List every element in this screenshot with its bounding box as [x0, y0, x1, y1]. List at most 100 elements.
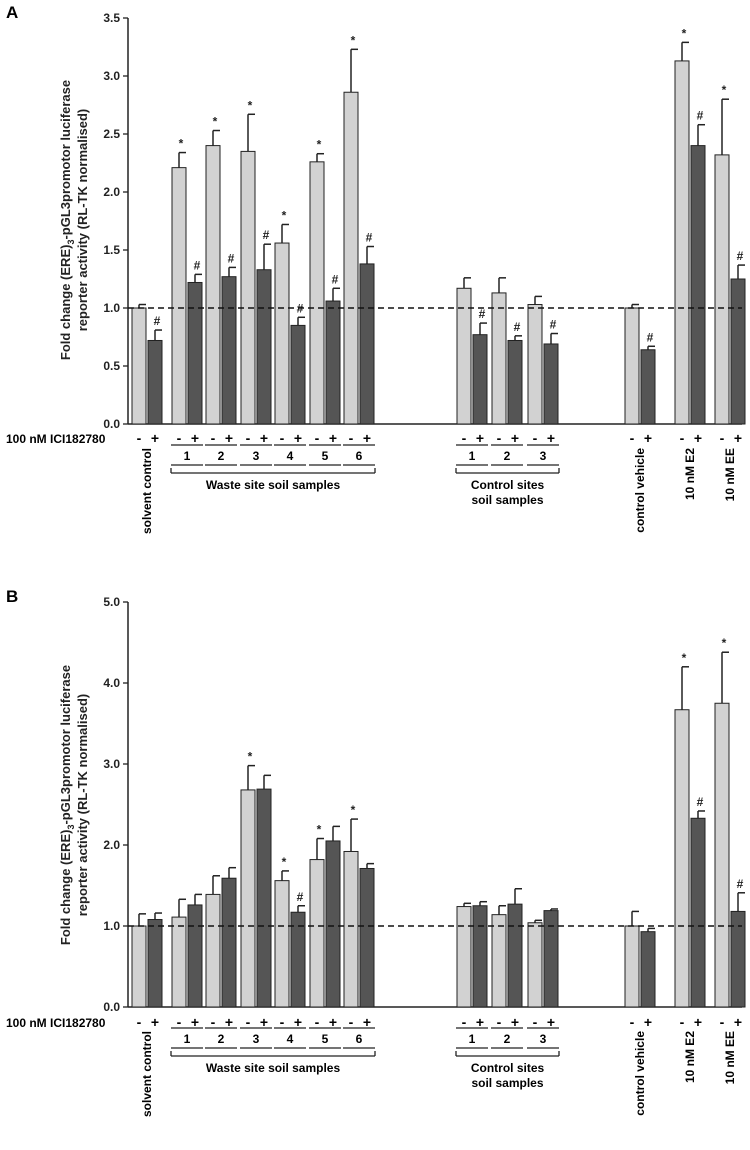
bar-plus	[730, 278, 746, 425]
minus-sign: -	[533, 430, 538, 446]
significance-mark: #	[366, 231, 373, 245]
bar-plus	[325, 840, 341, 1008]
y-axis-label-post: -pGL3promotor luciferase	[58, 80, 73, 240]
minus-sign: -	[246, 1014, 251, 1030]
minus-sign: -	[720, 1014, 725, 1030]
bar-minus	[714, 154, 730, 425]
y-tick-label: 3.0	[103, 69, 120, 83]
plus-sign: +	[694, 1014, 702, 1030]
plus-sign: +	[329, 430, 337, 446]
minus-sign: -	[246, 430, 251, 446]
minus-sign: -	[680, 430, 685, 446]
group-label-control-line-1: Control sites	[471, 1061, 545, 1075]
minus-sign: -	[315, 430, 320, 446]
panel-label: A	[6, 3, 18, 22]
bar-minus	[491, 292, 507, 425]
sample-label: 2	[218, 449, 225, 463]
minus-sign: -	[720, 430, 725, 446]
plus-sign: +	[363, 430, 371, 446]
sample-label: 2	[504, 449, 511, 463]
sample-label: 1	[469, 1032, 476, 1046]
significance-mark: *	[179, 137, 184, 151]
plus-sign: +	[191, 1014, 199, 1030]
significance-mark: #	[550, 318, 557, 332]
sample-label: 6	[356, 449, 363, 463]
significance-mark: #	[332, 272, 339, 286]
sample-label-rotated: solvent control	[140, 448, 154, 534]
significance-mark: #	[228, 251, 235, 265]
y-tick-label: 5.0	[103, 595, 120, 609]
bar-minus	[714, 702, 730, 1008]
sample-label: 1	[469, 449, 476, 463]
plus-sign: +	[511, 430, 519, 446]
minus-sign: -	[533, 1014, 538, 1030]
minus-sign: -	[462, 430, 467, 446]
significance-mark: *	[722, 636, 727, 650]
sample-label-rotated: 10 nM EE	[723, 448, 737, 501]
y-tick-label: 2.0	[103, 838, 120, 852]
significance-mark: *	[317, 823, 322, 837]
y-axis-label-line-1: Fold change (ERE)3-pGL3promotor lucifera…	[58, 80, 76, 360]
plus-sign: +	[644, 430, 652, 446]
minus-sign: -	[177, 430, 182, 446]
y-axis-label-line-2: reporter activity (RL-TK normalised)	[75, 694, 90, 917]
plus-sign: +	[260, 1014, 268, 1030]
plus-sign: +	[547, 1014, 555, 1030]
bar-plus	[147, 339, 163, 425]
minus-sign: -	[462, 1014, 467, 1030]
bar-plus	[543, 343, 559, 425]
bar-minus	[205, 145, 221, 425]
significance-mark: *	[351, 803, 356, 817]
bar-plus	[690, 817, 706, 1008]
bar-minus	[274, 242, 290, 425]
bar-plus	[147, 919, 163, 1008]
bar-plus	[640, 931, 656, 1008]
significance-mark: #	[737, 877, 744, 891]
plus-sign: +	[363, 1014, 371, 1030]
minus-sign: -	[497, 430, 502, 446]
bar-plus	[472, 905, 488, 1008]
plus-sign: +	[476, 1014, 484, 1030]
significance-mark: *	[213, 115, 218, 129]
bar-plus	[221, 276, 237, 425]
minus-sign: -	[137, 430, 142, 446]
minus-sign: -	[497, 1014, 502, 1030]
significance-mark: #	[297, 890, 304, 904]
y-tick-label: 4.0	[103, 676, 120, 690]
plus-sign: +	[511, 1014, 519, 1030]
plus-sign: +	[225, 1014, 233, 1030]
bar-minus	[171, 916, 187, 1008]
bar-minus	[624, 307, 640, 425]
minus-sign: -	[211, 430, 216, 446]
bar-minus	[343, 91, 359, 425]
bar-minus	[456, 906, 472, 1008]
bar-plus	[290, 324, 306, 425]
minus-sign: -	[349, 1014, 354, 1030]
sample-label-rotated: 10 nM EE	[723, 1031, 737, 1084]
minus-sign: -	[349, 430, 354, 446]
bar-minus	[674, 60, 690, 425]
plus-sign: +	[151, 430, 159, 446]
sample-label-rotated: solvent control	[140, 1031, 154, 1117]
sample-label: 3	[253, 1032, 260, 1046]
panel-label: B	[6, 587, 18, 606]
y-axis-label-line-2: reporter activity (RL-TK normalised)	[75, 109, 90, 332]
plus-sign: +	[734, 430, 742, 446]
plus-sign: +	[644, 1014, 652, 1030]
y-tick-label: 0.0	[103, 417, 120, 431]
significance-mark: *	[282, 855, 287, 869]
plus-sign: +	[191, 430, 199, 446]
significance-mark: #	[697, 795, 704, 809]
significance-mark: *	[351, 33, 356, 47]
plus-sign: +	[260, 430, 268, 446]
plus-sign: +	[734, 1014, 742, 1030]
significance-mark: #	[194, 258, 201, 272]
plus-sign: +	[694, 430, 702, 446]
y-axis-label-post: -pGL3promotor luciferase	[58, 665, 73, 825]
bar-minus	[343, 850, 359, 1008]
sample-label: 4	[287, 449, 294, 463]
sample-label-rotated: 10 nM E2	[683, 448, 697, 500]
sample-label-rotated: control vehicle	[633, 1031, 647, 1116]
y-axis-label-line-1: Fold change (ERE)3-pGL3promotor lucifera…	[58, 665, 76, 945]
bar-minus	[131, 925, 147, 1008]
